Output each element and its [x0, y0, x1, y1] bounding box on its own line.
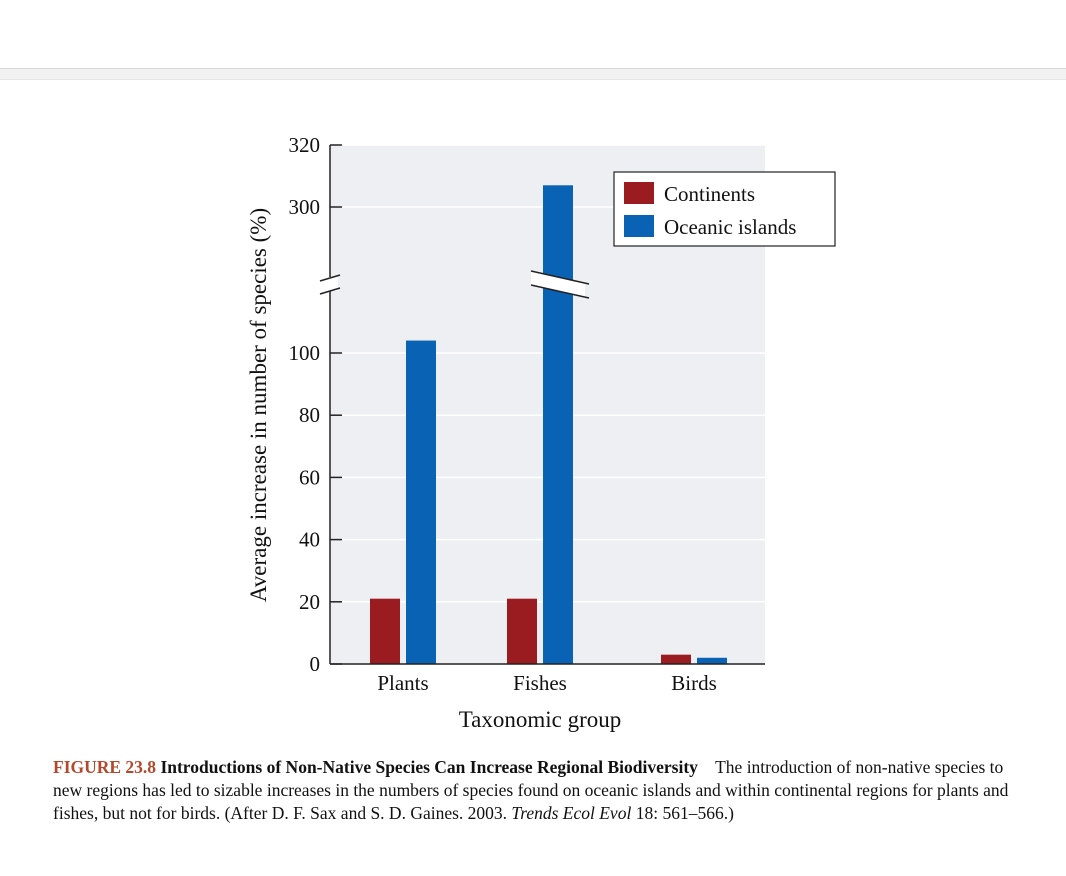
- caption-journal: Trends Ecol Evol: [511, 803, 632, 823]
- figure-caption: FIGURE 23.8 Introductions of Non-Native …: [53, 756, 1033, 825]
- y-tick-label: 80: [299, 403, 320, 427]
- axis-break-mark: [319, 287, 341, 295]
- y-tick-label: 40: [299, 528, 320, 552]
- y-tick-label: 100: [289, 341, 321, 365]
- figure-number: FIGURE 23.8: [53, 757, 157, 777]
- x-axis-title: Taxonomic group: [459, 707, 622, 732]
- axis-break-gap: [322, 277, 338, 291]
- x-tick-label: Fishes: [513, 671, 567, 695]
- y-tick-label: 300: [289, 195, 321, 219]
- figure-title: Introductions of Non-Native Species Can …: [160, 757, 698, 777]
- axis-break-mark: [319, 274, 341, 282]
- bar-fishes-continents: [507, 598, 537, 664]
- bar-chart: Plants Fishes Birds 0 20 40 60 80 100 300 320 Taxon…: [246, 133, 836, 732]
- legend-label: Oceanic islands: [664, 215, 796, 239]
- y-tick-label: 320: [289, 133, 321, 157]
- legend-swatch: [624, 215, 654, 237]
- top-band: [0, 0, 1066, 68]
- bar-birds-continents: [661, 654, 691, 664]
- caption-citation: 18: 561–566.): [635, 803, 734, 823]
- bar-break-mark: [530, 284, 590, 299]
- bar-break-gap: [531, 271, 585, 297]
- y-tick-label: 20: [299, 590, 320, 614]
- top-divider: [0, 68, 1066, 80]
- bar-break-mark: [530, 270, 590, 285]
- y-tick-label: 0: [310, 652, 321, 676]
- legend-label: Continents: [664, 182, 755, 206]
- bar-plants-continents: [370, 598, 400, 664]
- bar-fishes-oceanic-islands: [543, 185, 573, 665]
- x-tick-label: Birds: [671, 671, 717, 695]
- bar-birds-oceanic-islands: [697, 657, 727, 664]
- bar-plants-oceanic-islands: [406, 340, 436, 664]
- y-axis-title: Average increase in number of species (%…: [246, 208, 271, 602]
- caption-text: The introduction of non-native species t…: [53, 757, 1009, 823]
- x-tick-label: Plants: [377, 671, 428, 695]
- legend-swatch: [624, 182, 654, 204]
- y-tick-label: 60: [299, 465, 320, 489]
